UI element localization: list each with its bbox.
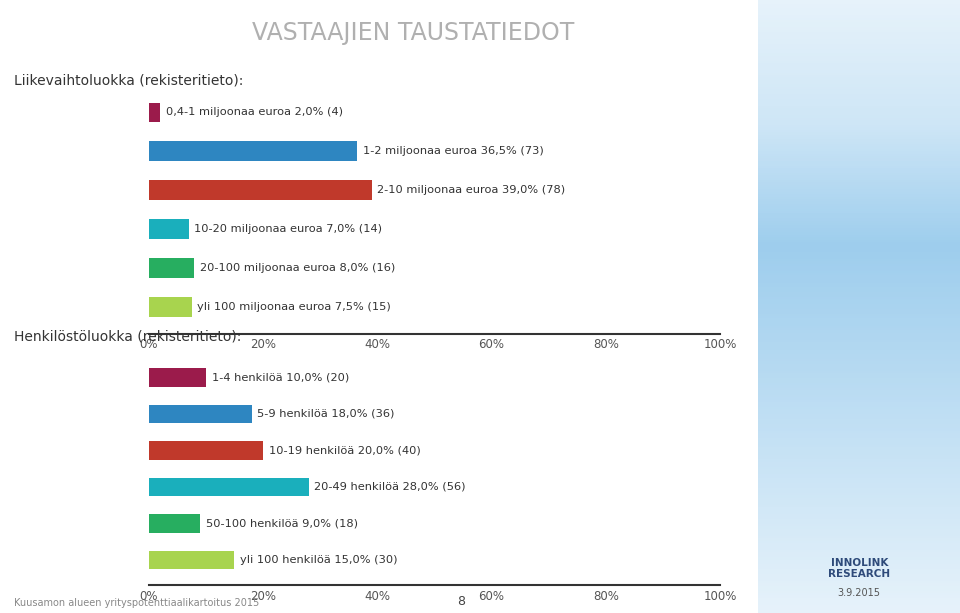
Text: 3.9.2015: 3.9.2015 bbox=[838, 588, 880, 598]
Bar bbox=[149, 219, 189, 238]
Bar bbox=[149, 258, 195, 278]
Text: 10-20 miljoonaa euroa 7,0% (14): 10-20 miljoonaa euroa 7,0% (14) bbox=[195, 224, 382, 234]
Bar bbox=[149, 478, 309, 496]
Text: 2-10 miljoonaa euroa 39,0% (78): 2-10 miljoonaa euroa 39,0% (78) bbox=[377, 185, 565, 195]
Bar bbox=[149, 180, 372, 200]
Text: 1-4 henkilöä 10,0% (20): 1-4 henkilöä 10,0% (20) bbox=[211, 373, 348, 383]
Text: Kuusamon alueen yrityspotenttiaalikartoitus 2015: Kuusamon alueen yrityspotenttiaalikartoi… bbox=[14, 598, 259, 608]
Bar bbox=[149, 297, 192, 316]
Text: 8: 8 bbox=[457, 595, 465, 608]
Text: 20-49 henkilöä 28,0% (56): 20-49 henkilöä 28,0% (56) bbox=[315, 482, 466, 492]
Text: 5-9 henkilöä 18,0% (36): 5-9 henkilöä 18,0% (36) bbox=[257, 409, 395, 419]
Text: yli 100 henkilöä 15,0% (30): yli 100 henkilöä 15,0% (30) bbox=[240, 555, 397, 565]
Bar bbox=[149, 102, 160, 122]
Text: VASTAAJIEN TAUSTATIEDOT: VASTAAJIEN TAUSTATIEDOT bbox=[252, 21, 574, 45]
Text: 50-100 henkilöä 9,0% (18): 50-100 henkilöä 9,0% (18) bbox=[206, 519, 358, 528]
Bar bbox=[149, 368, 206, 387]
Text: INNOLINK
RESEARCH: INNOLINK RESEARCH bbox=[828, 558, 890, 579]
Text: Liikevaihtoluokka (rekisteritieto):: Liikevaihtoluokka (rekisteritieto): bbox=[14, 74, 244, 88]
Text: 20-100 miljoonaa euroa 8,0% (16): 20-100 miljoonaa euroa 8,0% (16) bbox=[201, 263, 396, 273]
Text: Henkilöstöluokka (rekisteritieto):: Henkilöstöluokka (rekisteritieto): bbox=[14, 330, 242, 344]
Bar bbox=[149, 550, 234, 569]
Bar bbox=[149, 142, 357, 161]
Text: yli 100 miljoonaa euroa 7,5% (15): yli 100 miljoonaa euroa 7,5% (15) bbox=[198, 302, 391, 312]
Text: 1-2 miljoonaa euroa 36,5% (73): 1-2 miljoonaa euroa 36,5% (73) bbox=[363, 146, 543, 156]
Bar bbox=[149, 441, 263, 460]
Text: 0,4-1 miljoonaa euroa 2,0% (4): 0,4-1 miljoonaa euroa 2,0% (4) bbox=[166, 107, 343, 117]
Bar bbox=[149, 405, 252, 423]
Text: 10-19 henkilöä 20,0% (40): 10-19 henkilöä 20,0% (40) bbox=[269, 446, 420, 455]
Bar bbox=[149, 514, 201, 533]
